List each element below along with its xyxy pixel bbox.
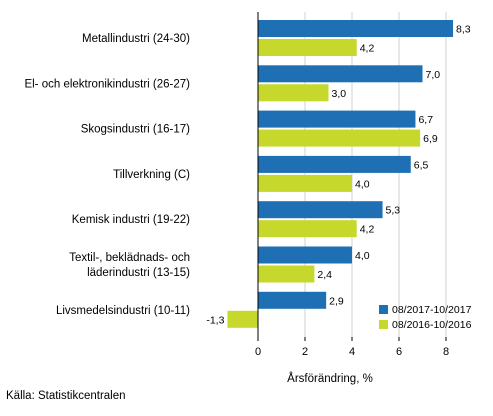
tick-label-0: 0	[255, 346, 261, 358]
tick-label-8: 8	[443, 346, 449, 358]
value-label-s1-c2: 6,9	[423, 133, 438, 145]
bar-s1-c2	[258, 129, 421, 147]
category-label-1-0: El- och elektronikindustri (26-27)	[24, 78, 190, 90]
bar-s0-c1	[258, 65, 423, 83]
bar-s0-c0	[258, 20, 454, 37]
category-labels: Metallindustri (24-30) El- och elektronik…	[24, 33, 190, 317]
value-label-s0-c2: 6,7	[418, 114, 433, 126]
x-axis: 0 2 4 6 8	[255, 12, 449, 358]
value-labels: 8,3 4,2 7,0 3,0 6,7 6,9 6,5 4,0 5,3 4,2 4,0 2,4 2,9 -…	[206, 24, 470, 327]
value-label-s1-c1: 3,0	[332, 88, 347, 100]
category-label-5-1: läderindustri (13-15)	[87, 267, 190, 279]
value-label-s0-c5: 4,0	[355, 250, 370, 262]
value-label-s0-c1: 7,0	[426, 69, 441, 81]
category-label-6-0: Livsmedelsindustri (10-11)	[56, 305, 190, 317]
gridlines	[257, 12, 447, 337]
bar-s0-c6	[258, 291, 327, 309]
bar-s1-c5	[258, 265, 315, 283]
bars	[227, 20, 454, 328]
category-label-0-0: Metallindustri (24-30)	[82, 33, 190, 45]
value-label-s1-c5: 2,4	[317, 269, 332, 281]
value-label-s1-c6: -1,3	[206, 314, 224, 326]
bar-s0-c2	[258, 110, 416, 128]
bar-s0-c5	[258, 246, 352, 264]
bar-s0-c4	[258, 201, 383, 219]
tick-label-6: 6	[396, 346, 402, 358]
bar-s1-c0	[258, 39, 357, 56]
category-label-5-0: Textil-, beklädnads- och	[69, 252, 190, 264]
bar-s1-c3	[258, 174, 352, 192]
value-label-s0-c4: 5,3	[386, 205, 401, 217]
value-label-s1-c3: 4,0	[355, 178, 370, 190]
legend-label-1: 08/2016-10/2016	[392, 319, 472, 331]
value-label-s0-c6: 2,9	[329, 295, 344, 307]
category-label-3-0: Tillverkning (C)	[113, 169, 190, 181]
bar-s1-c4	[258, 220, 357, 238]
value-label-s1-c4: 4,2	[360, 224, 375, 236]
legend-swatch-0	[379, 305, 388, 314]
value-label-s0-c3: 6,5	[414, 159, 429, 171]
category-label-2-0: Skogsindustri (16-17)	[81, 124, 190, 136]
x-axis-title: Årsförändring, %	[287, 372, 373, 385]
legend-label-0: 08/2017-10/2017	[392, 304, 472, 316]
legend: 08/2017-10/2017 08/2016-10/2016	[379, 304, 472, 331]
category-label-4-0: Kemisk industri (19-22)	[72, 214, 190, 226]
tick-label-2: 2	[302, 346, 308, 358]
legend-swatch-1	[379, 320, 388, 329]
source-note: Källa: Statistikcentralen	[6, 390, 126, 402]
tick-label-4: 4	[349, 346, 355, 358]
bar-s1-c6	[227, 310, 258, 328]
value-label-s1-c0: 4,2	[360, 43, 375, 55]
value-label-s0-c0: 8,3	[456, 24, 471, 36]
bar-s1-c1	[258, 84, 329, 102]
bar-s0-c3	[258, 155, 411, 173]
